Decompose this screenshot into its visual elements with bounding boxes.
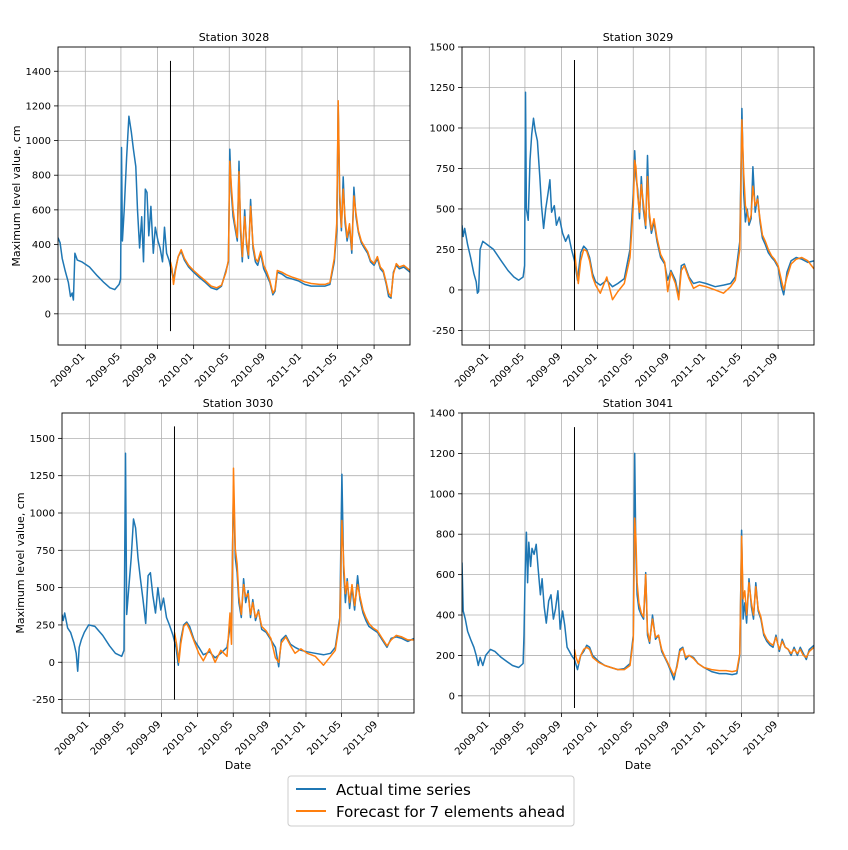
y-tick-label: 1500 [430,43,455,54]
y-tick-label: 500 [36,583,55,594]
y-tick-label: -250 [32,695,55,706]
y-tick-label: 200 [32,275,51,286]
series-forecast-line [573,119,814,301]
y-tick-label: 0 [449,285,455,296]
subplot-title: Station 3029 [603,31,674,44]
x-axis-label: Date [625,759,652,772]
y-tick-label: 1250 [30,471,55,482]
y-tick-label: 1000 [430,489,455,500]
y-tick-label: 750 [436,164,455,175]
y-tick-label: 1200 [430,449,455,460]
y-tick-label: 0 [49,658,55,669]
y-tick-label: 1250 [430,83,455,94]
axes-frame [57,46,411,346]
y-tick-label: -250 [432,326,455,337]
x-axis-label: Date [225,759,252,772]
subplot-title: Station 3030 [203,397,274,410]
y-tick-label: 500 [436,204,455,215]
y-tick-label: 0 [45,309,51,320]
y-tick-label: 750 [36,546,55,557]
plot-area [62,426,414,700]
y-tick-label: 1000 [30,509,55,520]
y-tick-label: 600 [436,570,455,581]
legend-label-forecast: Forecast for 7 elements ahead [336,803,565,821]
y-tick-label: 1400 [26,67,51,78]
y-tick-label: 600 [32,205,51,216]
plot-area [462,427,814,708]
y-tick-label: 250 [36,620,55,631]
series-forecast-line [173,467,414,666]
y-tick-label: 400 [436,611,455,622]
series-actual-line [462,452,814,681]
axes-frame [461,412,815,714]
legend: Actual time series Forecast for 7 elemen… [287,775,575,827]
plot-area [58,60,410,332]
y-tick-label: 1000 [26,136,51,147]
y-tick-label: 1400 [430,409,455,420]
series-forecast-line [573,517,814,677]
axes-frame [61,412,415,714]
y-tick-label: 400 [32,240,51,251]
y-axis-label: Maximum level value, cm [10,125,23,266]
subplot-title: Station 3041 [603,397,674,410]
subplot-title: Station 3028 [199,31,270,44]
y-tick-label: 250 [436,245,455,256]
y-axis-label: Maximum level value, cm [14,492,27,633]
y-tick-label: 0 [449,691,455,702]
y-tick-label: 800 [436,530,455,541]
series-forecast-line [169,99,410,298]
plot-area [462,59,814,331]
legend-label-actual: Actual time series [336,781,471,799]
y-tick-label: 800 [32,171,51,182]
axes-frame [461,46,815,346]
y-tick-label: 1500 [30,434,55,445]
legend-box [287,775,575,827]
y-tick-label: 1200 [26,101,51,112]
y-tick-label: 1000 [430,123,455,134]
y-tick-label: 200 [436,651,455,662]
